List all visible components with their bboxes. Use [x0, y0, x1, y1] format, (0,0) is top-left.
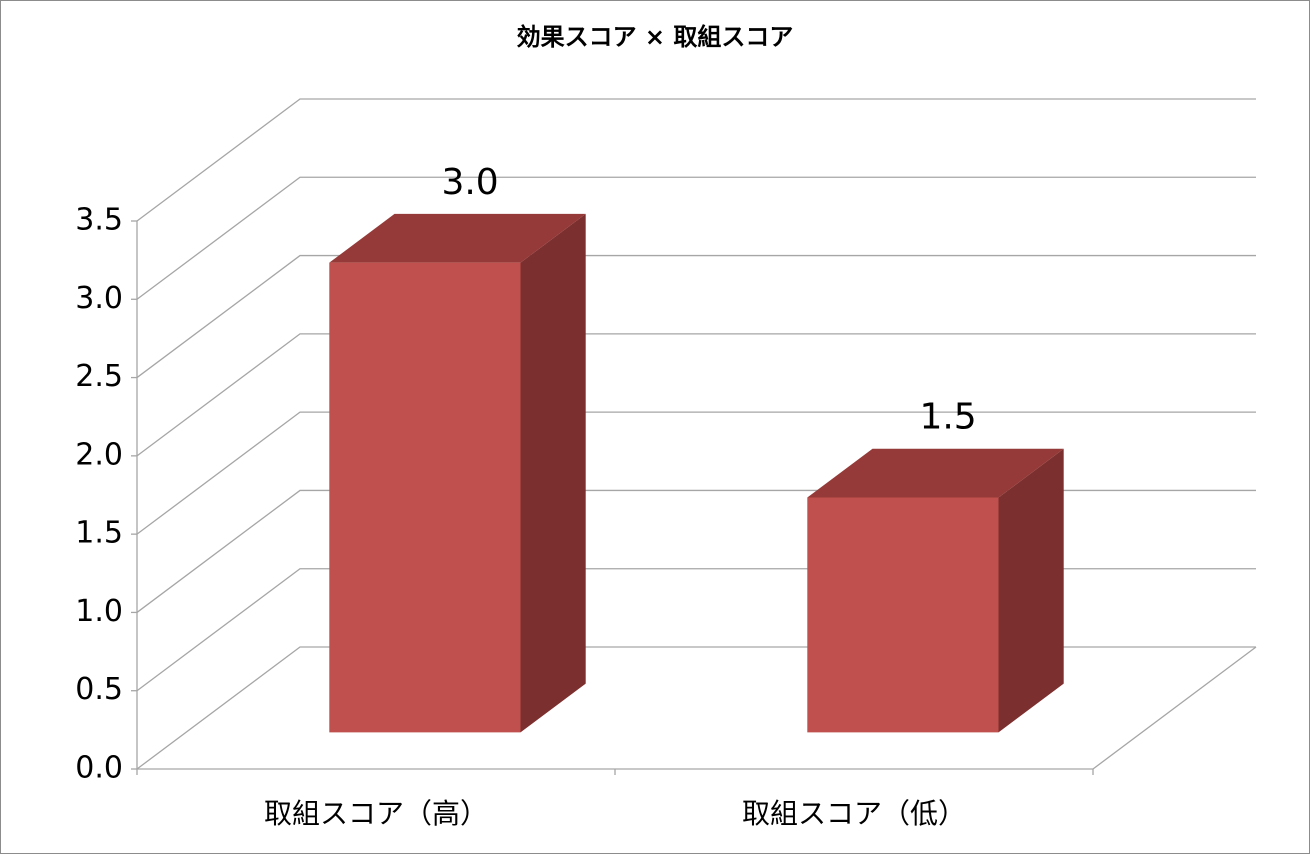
y-tick-label: 0.5	[75, 672, 123, 707]
bar-side	[520, 213, 586, 733]
x-tick-label: 取組スコア（高）	[264, 797, 488, 830]
bar	[807, 497, 999, 733]
bar-side	[998, 448, 1064, 733]
y-tick-label: 1.5	[75, 516, 123, 551]
x-tick-label: 取組スコア（低）	[742, 797, 966, 830]
grid-line	[136, 411, 1256, 535]
y-tick-label: 3.5	[75, 203, 123, 238]
grid-line	[136, 254, 1256, 379]
grid-line	[136, 333, 1256, 457]
chart-title: 効果スコア × 取組スコア	[517, 23, 794, 51]
grid-line	[136, 98, 1256, 222]
bar	[329, 262, 521, 733]
value-label: 1.5	[919, 397, 976, 438]
y-tick-label: 1.0	[75, 594, 123, 629]
grid-line	[136, 176, 1256, 300]
y-tick-label: 2.5	[75, 359, 123, 394]
y-tick-label: 0.0	[75, 751, 123, 786]
bar-top	[329, 213, 586, 263]
bar-top	[807, 448, 1064, 498]
y-tick-label: 2.0	[75, 437, 123, 472]
y-tick-label: 3.0	[75, 281, 123, 316]
value-label: 3.0	[441, 162, 498, 203]
